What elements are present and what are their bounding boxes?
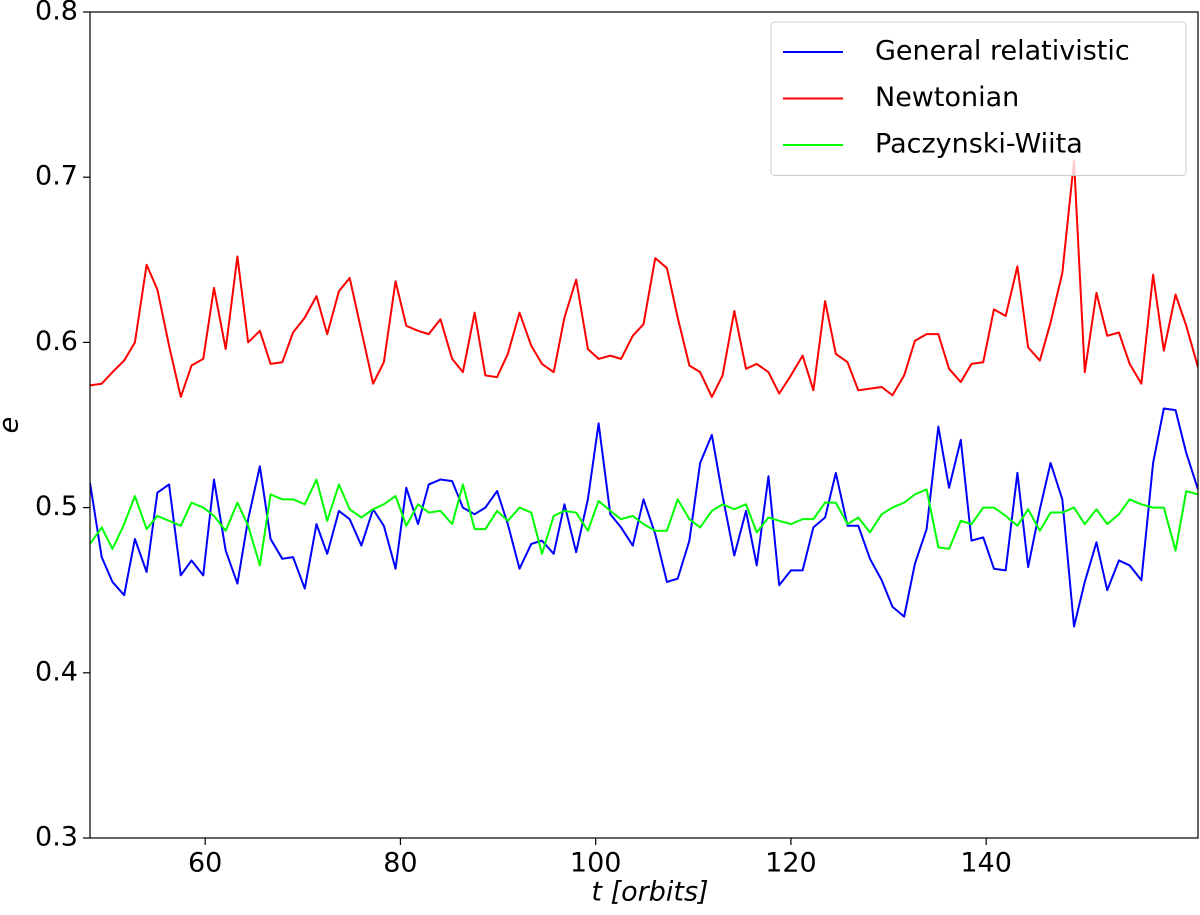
series-line — [90, 407, 1198, 628]
y-tick-label: 0.4 — [35, 656, 78, 687]
x-tick-label: 100 — [570, 848, 622, 879]
series-line — [90, 159, 1198, 398]
legend-label: Newtonian — [875, 82, 1019, 113]
legend: General relativistic Newtonian Paczynski-W… — [770, 21, 1187, 176]
series-line — [90, 478, 1198, 567]
legend-label: Paczynski-Wiita — [875, 129, 1083, 160]
y-axis-label: e — [0, 417, 25, 434]
x-tick-label: 60 — [188, 848, 222, 879]
legend-label: General relativistic — [875, 36, 1130, 67]
x-tick-label: 140 — [960, 848, 1012, 879]
y-tick-label: 0.6 — [35, 326, 78, 357]
y-tick-label: 0.5 — [35, 491, 78, 522]
plot-area — [90, 159, 1198, 628]
legend-box — [770, 21, 1187, 176]
y-tick-label: 0.8 — [35, 0, 78, 27]
x-tick-label: 80 — [383, 848, 417, 879]
y-tick-label: 0.3 — [35, 822, 78, 853]
x-axis-label: t [orbits] — [591, 877, 708, 908]
y-tick-label: 0.7 — [35, 161, 78, 192]
axes-frame — [89, 11, 1199, 839]
x-tick-label: 120 — [765, 848, 817, 879]
